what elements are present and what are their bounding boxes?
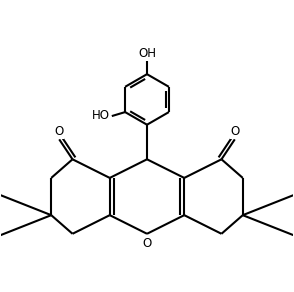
- Text: OH: OH: [138, 47, 156, 60]
- Text: HO: HO: [92, 109, 110, 122]
- Text: O: O: [54, 125, 63, 138]
- Text: O: O: [231, 125, 240, 138]
- Text: O: O: [142, 237, 152, 250]
